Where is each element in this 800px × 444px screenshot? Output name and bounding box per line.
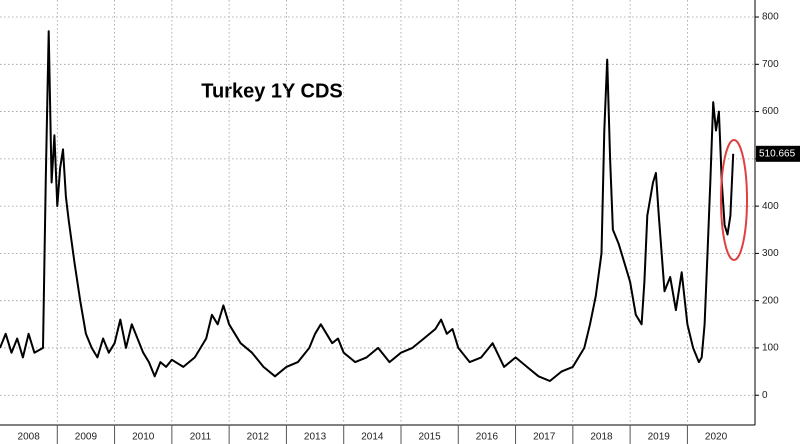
last-value-box <box>756 145 800 162</box>
highlight-circle <box>720 139 748 261</box>
y-tick-label: 400 <box>762 201 779 212</box>
x-tick-label: 2015 <box>419 432 442 443</box>
x-tick-label: 2020 <box>705 432 728 443</box>
x-tick-label: 2018 <box>590 432 613 443</box>
x-tick-label: 2012 <box>247 432 270 443</box>
x-tick-label: 2019 <box>648 432 671 443</box>
y-tick-label: 0 <box>762 390 768 401</box>
y-tick-label: 300 <box>762 248 779 259</box>
y-tick-label: 600 <box>762 106 779 117</box>
x-tick-label: 2010 <box>132 432 155 443</box>
x-tick-label: 2009 <box>75 432 98 443</box>
line-series <box>0 30 735 382</box>
y-tick-label: 700 <box>762 59 779 70</box>
y-tick-label: 100 <box>762 343 779 354</box>
last-value-label: 510.665 <box>759 148 796 159</box>
x-tick-label: 2017 <box>533 432 556 443</box>
x-tick-label: 2011 <box>190 432 212 443</box>
y-tick-label: 800 <box>762 12 779 23</box>
y-tick-label: 200 <box>762 295 779 306</box>
x-tick-label: 2013 <box>304 432 327 443</box>
x-tick-label: 2016 <box>476 432 499 443</box>
x-tick-label: 2008 <box>18 432 41 443</box>
x-tick-label: 2014 <box>361 432 384 443</box>
chart-title: Turkey 1Y CDS <box>201 80 343 102</box>
